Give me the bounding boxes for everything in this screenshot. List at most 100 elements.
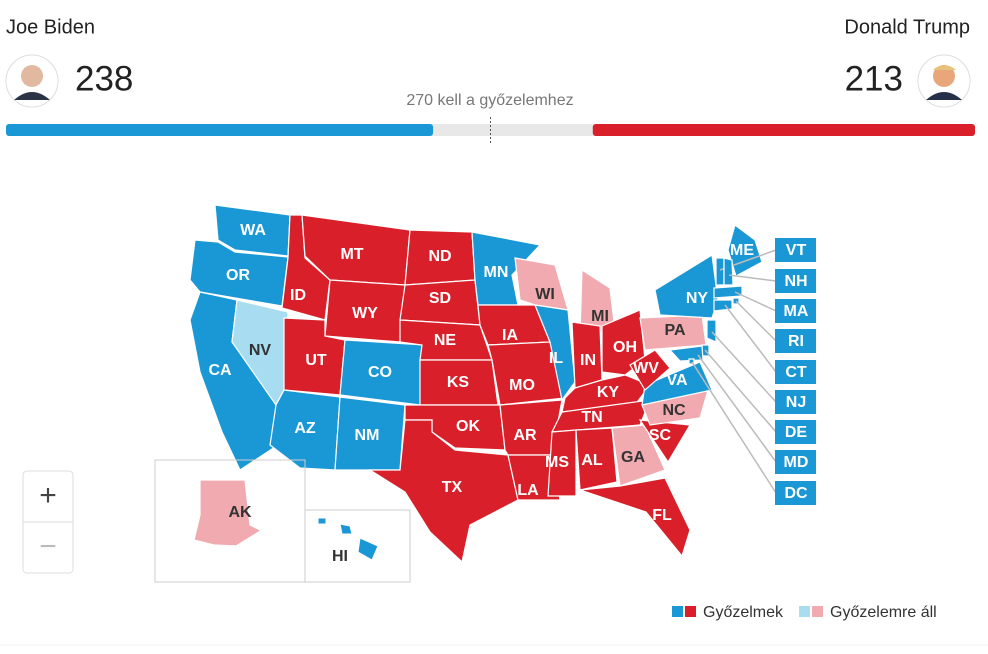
state-shape xyxy=(611,424,666,487)
inset-frame xyxy=(304,509,411,583)
leader-line xyxy=(734,291,777,312)
state-label: OR xyxy=(226,267,250,284)
state-label: IA xyxy=(502,327,518,344)
legend-swatch xyxy=(672,606,683,617)
state-label: WA xyxy=(240,222,266,239)
state-shape xyxy=(547,429,577,497)
state-label: SC xyxy=(649,427,672,444)
state-shape xyxy=(507,454,561,501)
state-label: ND xyxy=(428,248,451,265)
state-shape xyxy=(723,257,734,286)
state-label: PA xyxy=(664,322,685,339)
threshold-number: 270 xyxy=(406,92,433,109)
state-label: DE xyxy=(785,424,808,441)
state-label: VA xyxy=(666,372,687,389)
vote-count: 238 xyxy=(75,59,133,98)
state-label: LA xyxy=(517,482,539,499)
candidate-name: Donald Trump xyxy=(844,16,970,38)
state-box xyxy=(775,329,816,353)
state-label: NE xyxy=(434,332,457,349)
state-shape xyxy=(487,341,566,406)
state-label: MI xyxy=(591,308,609,325)
state-label: UT xyxy=(305,352,327,369)
threshold-text: 270 kell a győzelemhez xyxy=(406,92,573,109)
legend-label: Győzelemre áll xyxy=(830,604,937,621)
legend-label: Győzelmek xyxy=(703,604,784,621)
state-label: AL xyxy=(581,452,603,469)
state-shape xyxy=(317,517,379,561)
state-label: WI xyxy=(535,286,555,303)
state-shape xyxy=(654,254,719,319)
state-label: VT xyxy=(786,242,807,259)
state-box xyxy=(775,390,816,414)
state-box xyxy=(775,360,816,384)
state-shape xyxy=(641,361,713,406)
state-box xyxy=(775,269,816,293)
state-shape xyxy=(713,299,733,312)
state-box xyxy=(775,238,816,262)
state-shape xyxy=(706,319,717,343)
leader-line xyxy=(728,274,777,282)
vote-count: 213 xyxy=(845,59,903,98)
state-shape xyxy=(715,257,725,286)
state-label: NM xyxy=(355,427,380,444)
leader-line xyxy=(724,304,777,373)
state-label: NH xyxy=(784,273,807,290)
state-shape xyxy=(579,477,691,558)
leader-line xyxy=(735,300,777,342)
state-label: ID xyxy=(290,287,306,304)
state-label: WV xyxy=(633,360,659,377)
state-label: TX xyxy=(442,479,463,496)
state-label: NC xyxy=(662,402,686,419)
state-label: CO xyxy=(368,364,392,381)
state-label: MD xyxy=(784,454,809,471)
zoom-out[interactable]: − xyxy=(39,530,57,563)
leader-line xyxy=(691,361,777,494)
state-label: IL xyxy=(549,350,563,367)
candidate-photo xyxy=(5,54,59,108)
state-label: IN xyxy=(580,352,596,369)
leader-line xyxy=(697,354,777,463)
legend-swatch xyxy=(812,606,824,617)
candidate-name: Joe Biden xyxy=(6,16,95,38)
state-label: MT xyxy=(340,246,363,263)
state-label: AZ xyxy=(294,420,316,437)
state-label: CT xyxy=(785,364,807,381)
zoom-in[interactable]: + xyxy=(39,479,57,512)
leader-line xyxy=(704,349,777,433)
vote-bar xyxy=(6,124,434,136)
state-label: KS xyxy=(447,374,470,391)
state-label: CA xyxy=(208,362,232,379)
state-label: OH xyxy=(613,339,637,356)
state-label: HI xyxy=(332,548,348,565)
state-label: WY xyxy=(352,305,378,322)
state-label: SD xyxy=(429,290,451,307)
state-label: AR xyxy=(513,427,537,444)
state-label: RI xyxy=(788,333,804,350)
legend-swatch xyxy=(685,606,696,617)
state-box xyxy=(775,450,816,474)
state-shape xyxy=(727,223,763,277)
state-label: NY xyxy=(686,290,709,307)
state-shape xyxy=(575,427,618,491)
state-shape xyxy=(534,304,576,402)
state-label: MS xyxy=(545,454,569,471)
state-label: DC xyxy=(784,485,808,502)
state-label: ME xyxy=(730,242,754,259)
state-label: GA xyxy=(621,449,645,466)
state-box xyxy=(775,299,816,323)
state-label: FL xyxy=(652,507,672,524)
state-shape xyxy=(367,419,519,564)
state-shape xyxy=(629,349,671,391)
state-label: AK xyxy=(228,504,252,521)
state-label: NV xyxy=(249,342,272,359)
leader-line xyxy=(711,331,777,403)
state-shape xyxy=(193,479,293,547)
candidate-photo xyxy=(917,54,971,108)
state-box xyxy=(775,420,816,444)
zoom-controls: + − xyxy=(22,470,74,574)
threshold-label: kell a győzelemhez xyxy=(438,92,574,109)
state-shape xyxy=(713,285,743,299)
state-shape xyxy=(668,345,704,362)
